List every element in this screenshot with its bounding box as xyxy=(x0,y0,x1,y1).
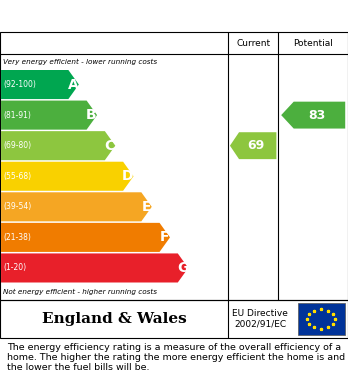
Polygon shape xyxy=(1,131,115,160)
Text: (69-80): (69-80) xyxy=(3,141,32,150)
Text: 83: 83 xyxy=(308,109,325,122)
Text: F: F xyxy=(160,230,169,244)
Text: England & Wales: England & Wales xyxy=(42,312,186,326)
Text: Not energy efficient - higher running costs: Not energy efficient - higher running co… xyxy=(3,289,157,295)
Text: (1-20): (1-20) xyxy=(3,264,26,273)
Text: The energy efficiency rating is a measure of the overall efficiency of a home. T: The energy efficiency rating is a measur… xyxy=(7,343,345,372)
Text: (21-38): (21-38) xyxy=(3,233,31,242)
Polygon shape xyxy=(230,132,276,159)
Text: (39-54): (39-54) xyxy=(3,202,32,211)
Polygon shape xyxy=(1,223,170,252)
Text: Very energy efficient - lower running costs: Very energy efficient - lower running co… xyxy=(3,59,157,65)
Text: G: G xyxy=(177,261,188,275)
Text: Current: Current xyxy=(236,38,270,47)
Polygon shape xyxy=(1,192,152,221)
Text: (55-68): (55-68) xyxy=(3,172,32,181)
Text: (81-91): (81-91) xyxy=(3,111,31,120)
Text: D: D xyxy=(122,169,134,183)
Text: EU Directive
2002/91/EC: EU Directive 2002/91/EC xyxy=(232,309,288,329)
Polygon shape xyxy=(1,100,97,130)
Text: E: E xyxy=(141,200,151,214)
Text: 69: 69 xyxy=(247,139,264,152)
Text: Potential: Potential xyxy=(293,38,333,47)
Polygon shape xyxy=(1,162,134,191)
Polygon shape xyxy=(1,70,79,99)
Text: A: A xyxy=(68,77,79,91)
Text: Energy Efficiency Rating: Energy Efficiency Rating xyxy=(10,9,220,23)
Polygon shape xyxy=(281,102,345,129)
Bar xyxy=(298,303,345,335)
Text: B: B xyxy=(86,108,97,122)
Text: C: C xyxy=(105,139,115,152)
Text: (92-100): (92-100) xyxy=(3,80,36,89)
Polygon shape xyxy=(1,253,188,283)
